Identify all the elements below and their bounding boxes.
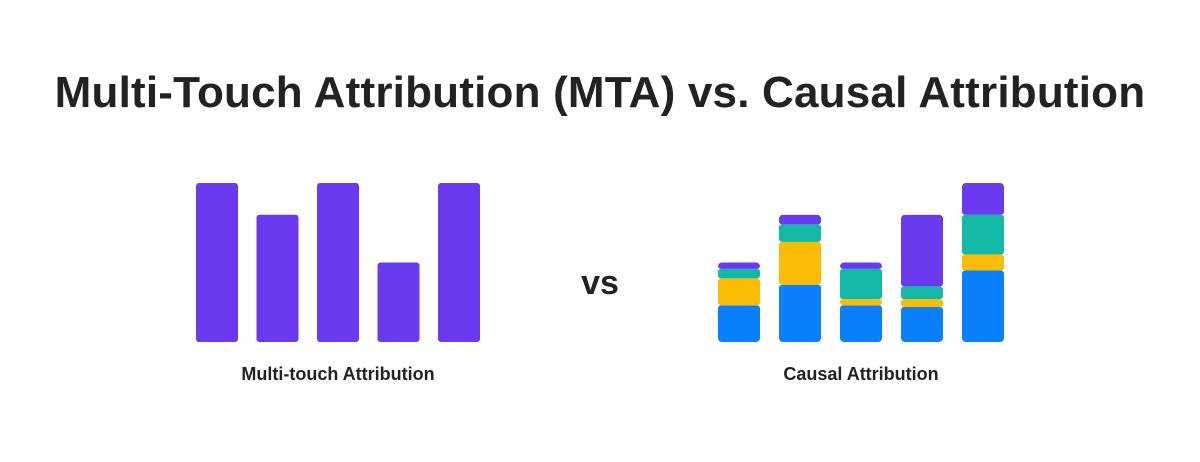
causal-segment-2-4 — [779, 214, 821, 225]
causal-segment-5-3 — [962, 214, 1004, 255]
vs-label: vs — [581, 264, 619, 302]
mta-chart-label: Multi-touch Attribution — [241, 364, 435, 384]
causal-stack-3 — [840, 262, 882, 342]
causal-segment-1-1 — [718, 305, 760, 342]
causal-segment-4-3 — [901, 286, 943, 300]
causal-segment-4-1 — [901, 307, 943, 342]
causal-segment-2-3 — [779, 224, 821, 242]
page-title: Multi-Touch Attribution (MTA) vs. Causal… — [54, 68, 1146, 117]
causal-segment-5-2 — [962, 254, 1004, 271]
causal-segment-3-3 — [840, 268, 882, 300]
causal-segment-2-2 — [779, 241, 821, 285]
causal-chart — [718, 183, 1004, 342]
causal-segment-2-1 — [779, 284, 821, 342]
causal-stack-2 — [779, 214, 821, 342]
mta-bar-3 — [317, 183, 359, 342]
causal-segment-3-4 — [840, 262, 882, 269]
mta-bar-1 — [196, 183, 238, 342]
causal-stack-4 — [901, 214, 943, 342]
causal-segment-1-2 — [718, 278, 760, 306]
mta-bar-2 — [256, 214, 299, 342]
causal-segment-4-2 — [901, 299, 943, 308]
causal-segment-1-4 — [718, 262, 760, 269]
causal-stack-1 — [718, 262, 760, 342]
mta-chart — [196, 183, 480, 342]
causal-segment-3-2 — [840, 299, 882, 306]
causal-stack-5 — [962, 183, 1004, 342]
causal-chart-label: Causal Attribution — [783, 364, 939, 384]
mta-bar-4 — [377, 262, 420, 342]
causal-segment-1-3 — [718, 268, 760, 279]
causal-segment-5-1 — [962, 270, 1004, 342]
causal-segment-3-1 — [840, 305, 882, 342]
mta-bar-5 — [438, 183, 480, 342]
causal-segment-4-4 — [901, 214, 943, 287]
causal-segment-5-4 — [962, 183, 1004, 215]
